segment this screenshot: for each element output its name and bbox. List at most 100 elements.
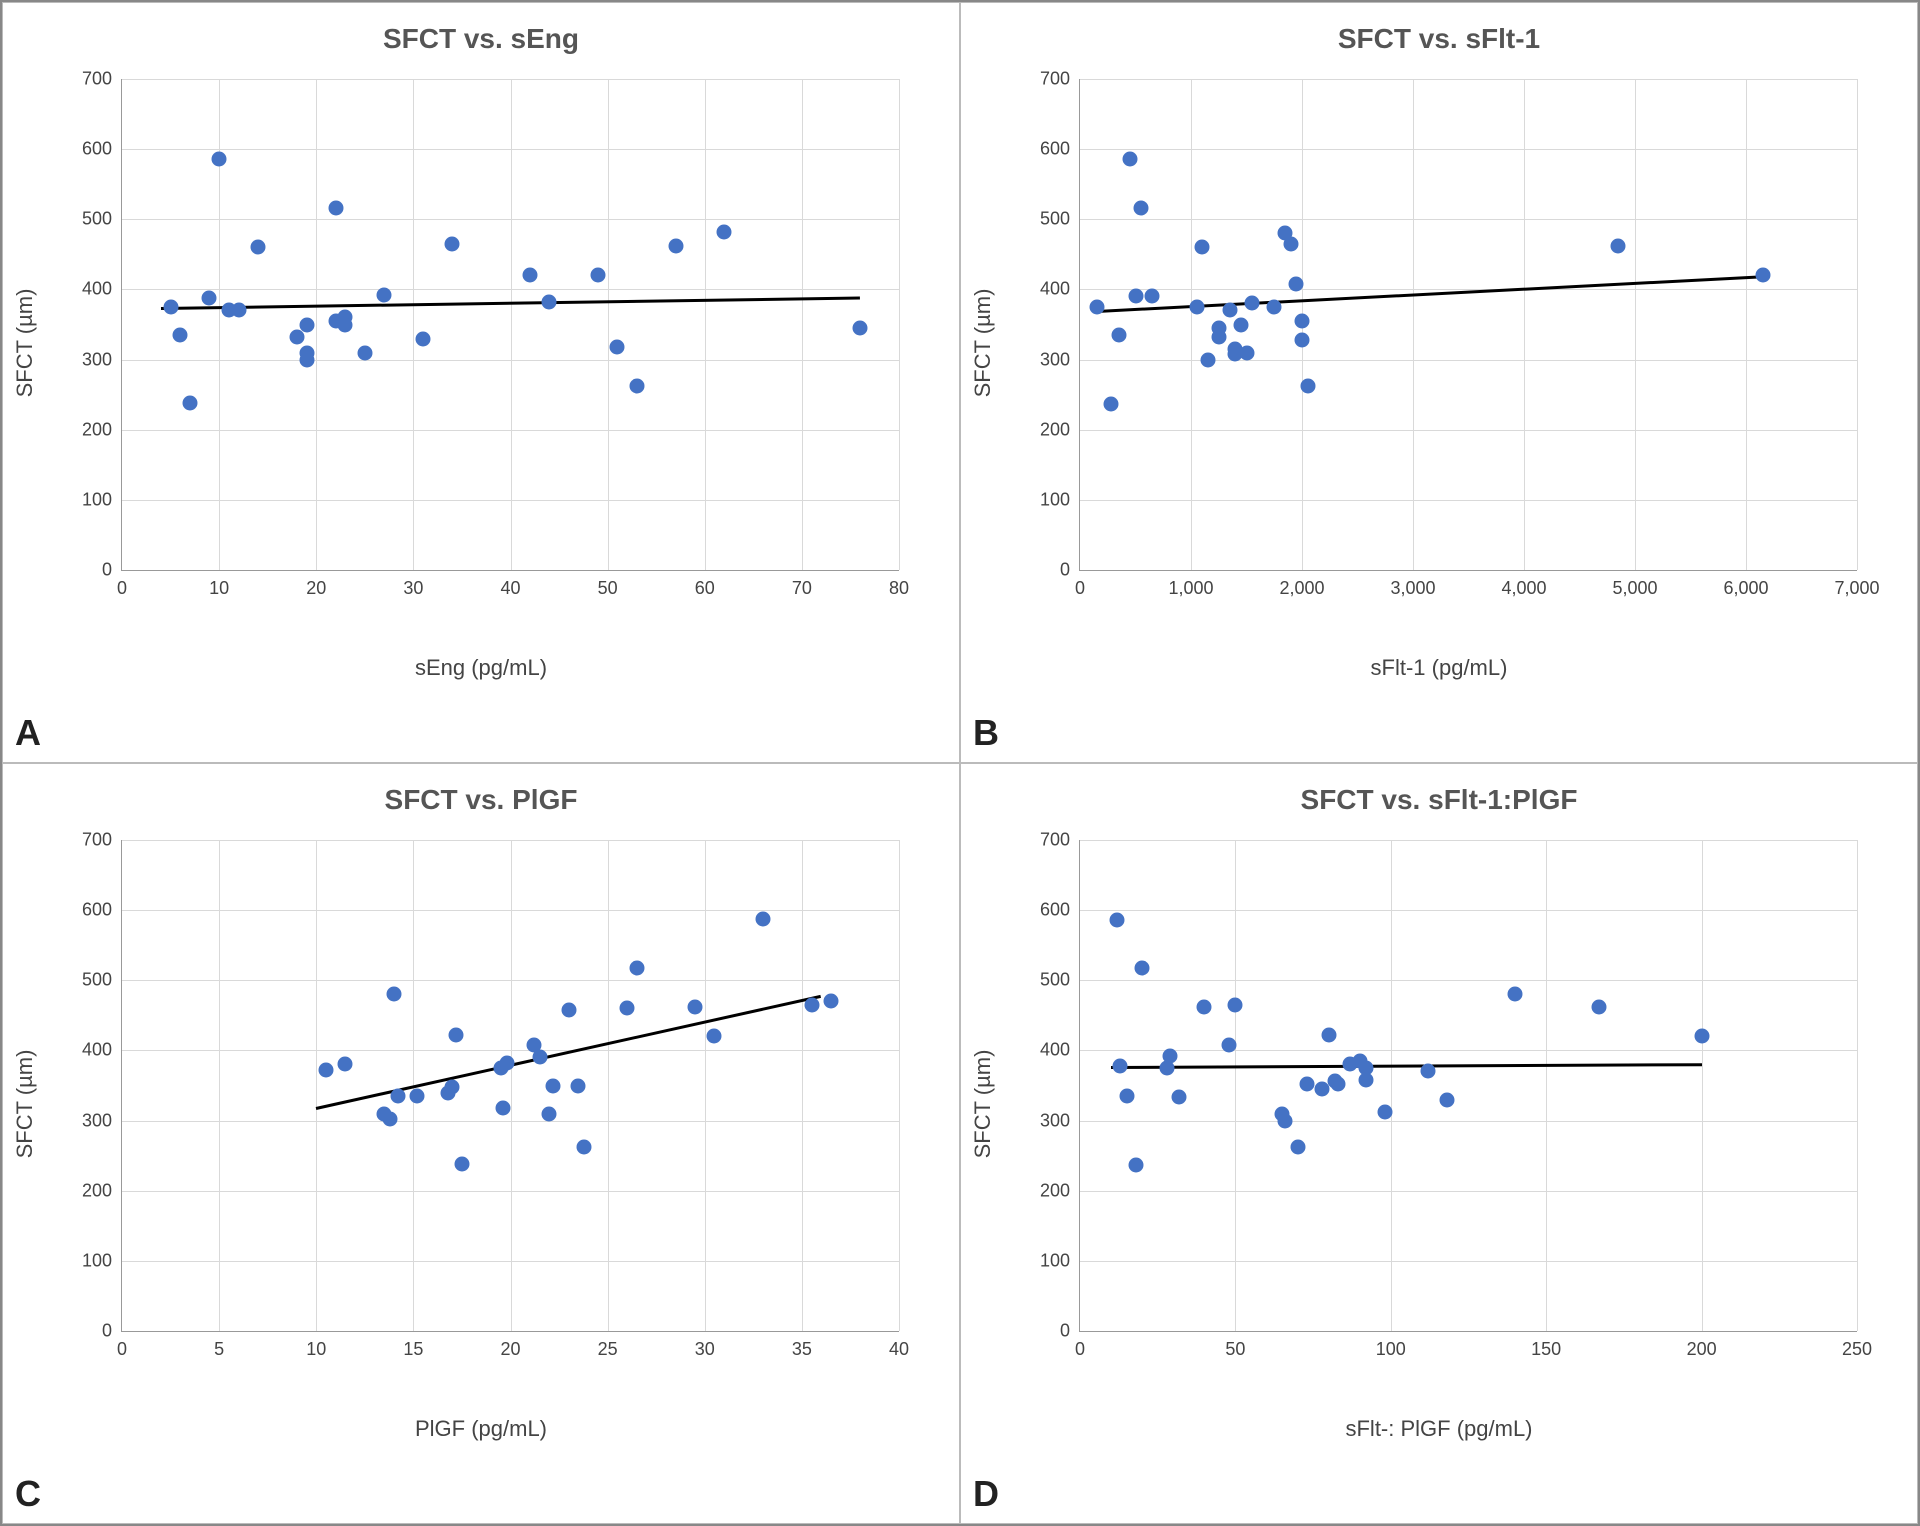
data-point (1278, 1113, 1293, 1128)
xtick-label: 30 (695, 1331, 715, 1360)
data-point (577, 1140, 592, 1155)
data-point (1228, 997, 1243, 1012)
panel-A: SFCT vs. sEng SFCT (µm) 0100200300400500… (2, 2, 960, 763)
plot-area-B: 010020030040050060070001,0002,0003,0004,… (1079, 79, 1857, 571)
data-point (182, 396, 197, 411)
data-point (1135, 961, 1150, 976)
data-point (449, 1027, 464, 1042)
gridline-h (1080, 1121, 1857, 1122)
xtick-label: 250 (1842, 1331, 1872, 1360)
xtick-label: 20 (500, 1331, 520, 1360)
data-point (1197, 999, 1212, 1014)
gridline-v (1857, 840, 1858, 1331)
data-point (289, 330, 304, 345)
gridline-v (705, 840, 706, 1331)
xtick-label: 6,000 (1723, 570, 1768, 599)
gridline-h (1080, 219, 1857, 220)
data-point (1119, 1089, 1134, 1104)
panel-title-D: SFCT vs. sFlt-1:PlGF (1001, 784, 1877, 816)
data-point (1134, 201, 1149, 216)
ytick-label: 500 (1040, 970, 1080, 991)
data-point (1592, 999, 1607, 1014)
panel-title-A: SFCT vs. sEng (43, 23, 919, 55)
gridline-v (413, 79, 414, 570)
gridline-h (1080, 1191, 1857, 1192)
xtick-label: 50 (1225, 1331, 1245, 1360)
data-point (1330, 1077, 1345, 1092)
data-point (499, 1056, 514, 1071)
ylabel-A: SFCT (µm) (12, 289, 38, 398)
ytick-label: 100 (1040, 1250, 1080, 1271)
gridline-h (1080, 1261, 1857, 1262)
data-point (299, 352, 314, 367)
gridline-v (1702, 840, 1703, 1331)
xtick-label: 15 (403, 1331, 423, 1360)
data-point (804, 997, 819, 1012)
gridline-v (1191, 79, 1192, 570)
panel-C: SFCT vs. PlGF SFCT (µm) 0100200300400500… (2, 763, 960, 1524)
trend-line (1111, 1063, 1702, 1069)
ytick-label: 400 (1040, 1040, 1080, 1061)
ytick-label: 500 (82, 209, 122, 230)
panel-title-C: SFCT vs. PlGF (43, 784, 919, 816)
data-point (416, 331, 431, 346)
data-point (590, 268, 605, 283)
data-point (546, 1078, 561, 1093)
data-point (318, 1063, 333, 1078)
ylabel-C: SFCT (µm) (12, 1050, 38, 1159)
ytick-label: 600 (82, 900, 122, 921)
ytick-label: 600 (1040, 139, 1080, 160)
xtick-label: 40 (500, 570, 520, 599)
panel-D: SFCT vs. sFlt-1:PlGF SFCT (µm) 010020030… (960, 763, 1918, 1524)
data-point (688, 999, 703, 1014)
gridline-h (1080, 360, 1857, 361)
data-point (386, 987, 401, 1002)
ytick-label: 700 (1040, 830, 1080, 851)
xtick-label: 0 (117, 570, 127, 599)
data-point (1200, 352, 1215, 367)
ytick-label: 200 (1040, 419, 1080, 440)
xtick-label: 2,000 (1279, 570, 1324, 599)
data-point (1283, 236, 1298, 251)
ytick-label: 700 (82, 830, 122, 851)
data-point (1289, 276, 1304, 291)
panel-letter-B: B (973, 712, 999, 754)
xtick-label: 70 (792, 570, 812, 599)
gridline-h (1080, 980, 1857, 981)
data-point (1104, 396, 1119, 411)
data-point (1128, 1157, 1143, 1172)
xtick-label: 50 (598, 570, 618, 599)
xtick-label: 3,000 (1390, 570, 1435, 599)
plot-wrapper-C: SFCT (µm) 010020030040050060070005101520… (43, 834, 919, 1374)
gridline-v (608, 79, 609, 570)
gridline-v (1413, 79, 1414, 570)
xtick-label: 40 (889, 1331, 909, 1360)
data-point (717, 224, 732, 239)
xtick-label: 25 (598, 1331, 618, 1360)
data-point (1239, 345, 1254, 360)
gridline-v (802, 79, 803, 570)
gridline-h (1080, 79, 1857, 80)
xtick-label: 4,000 (1501, 570, 1546, 599)
xtick-label: 200 (1687, 1331, 1717, 1360)
xtick-label: 100 (1376, 1331, 1406, 1360)
xlabel-C: PlGF (pg/mL) (415, 1416, 547, 1442)
gridline-h (1080, 149, 1857, 150)
data-point (756, 911, 771, 926)
data-point (1122, 151, 1137, 166)
gridline-h (1080, 430, 1857, 431)
gridline-v (705, 79, 706, 570)
xlabel-D: sFlt-: PlGF (pg/mL) (1345, 1416, 1532, 1442)
data-point (1222, 1037, 1237, 1052)
gridline-v (899, 79, 900, 570)
gridline-v (1857, 79, 1858, 570)
data-point (250, 240, 265, 255)
ytick-label: 200 (82, 419, 122, 440)
ytick-label: 100 (1040, 489, 1080, 510)
xtick-label: 35 (792, 1331, 812, 1360)
data-point (1300, 379, 1315, 394)
ytick-label: 300 (1040, 1110, 1080, 1131)
data-point (212, 151, 227, 166)
data-point (1439, 1092, 1454, 1107)
data-point (1321, 1027, 1336, 1042)
